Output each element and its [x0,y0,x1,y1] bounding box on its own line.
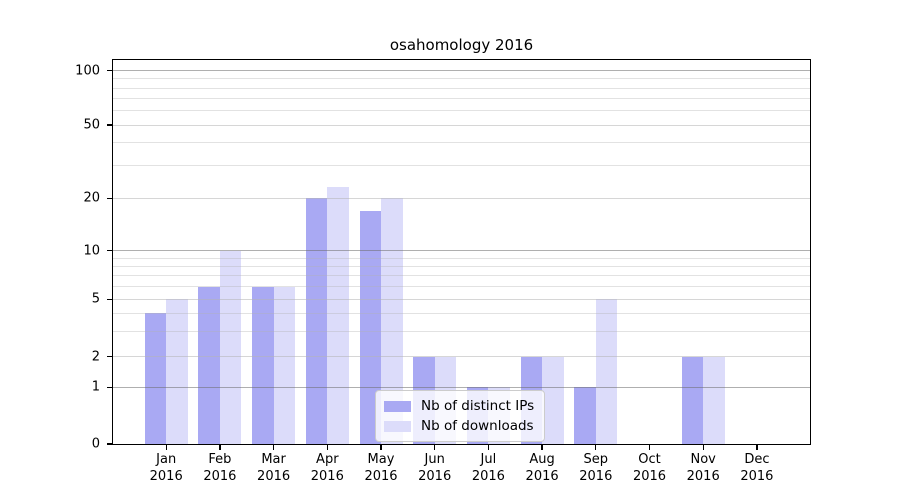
gridline-7 [113,275,810,277]
x-tick-mark-may [380,444,382,450]
x-tick-label-jun: Jun 2016 [405,452,465,485]
legend-swatch-downloads [384,420,411,432]
y-tick-mark-10 [107,250,113,252]
gridline-70 [113,98,810,100]
gridline-9 [113,257,810,259]
x-tick-mark-sep [595,444,597,450]
y-tick-mark-50 [107,124,113,126]
x-tick-mark-dec [756,444,758,450]
gridline-10 [113,250,810,252]
bar-nb-of-distinct-ips-may [359,210,381,444]
x-tick-label-aug: Aug 2016 [512,452,572,485]
gridline-4 [113,312,810,314]
gridline-100 [113,70,810,72]
x-tick-label-sep: Sep 2016 [566,452,626,485]
y-tick-label-100: 100 [75,63,100,79]
bar-nb-of-downloads-mar [273,286,296,444]
gridline-2 [113,356,810,358]
gridline-80 [113,87,810,89]
y-tick-label-1: 1 [91,379,100,395]
x-tick-label-mar: Mar 2016 [244,452,304,485]
bar-nb-of-distinct-ips-mar [252,286,274,444]
x-tick-label-nov: Nov 2016 [673,452,733,485]
x-tick-mark-jun [434,444,436,450]
legend-label-downloads: Nb of downloads [421,418,534,434]
x-tick-year-jan: 2016 [149,468,183,484]
gridline-50 [113,124,810,126]
x-tick-label-apr: Apr 2016 [297,452,357,485]
legend: Nb of distinct IPs Nb of downloads [375,390,546,442]
y-tick-mark-5 [107,298,113,300]
y-tick-label-50: 50 [83,117,100,133]
y-tick-mark-1 [107,386,113,388]
y-tick-label-10: 10 [83,243,100,259]
x-tick-mark-feb [219,444,221,450]
x-tick-year-mar: 2016 [257,468,291,484]
x-tick-label-may: May 2016 [351,452,411,485]
legend-swatch-distinct-ips [384,400,411,412]
gridlines-layer [113,60,810,444]
x-tick-year-sep: 2016 [579,468,613,484]
y-tick-label-20: 20 [83,190,100,206]
gridline-8 [113,265,810,267]
x-tick-mark-jan [165,444,167,450]
x-tick-year-aug: 2016 [525,468,559,484]
x-tick-year-jun: 2016 [418,468,452,484]
x-tick-label-dec: Dec 2016 [727,452,787,485]
bar-nb-of-distinct-ips-feb [198,286,220,444]
x-tick-year-may: 2016 [364,468,398,484]
legend-label-distinct-ips: Nb of distinct IPs [421,398,535,414]
gridline-90 [113,78,810,80]
bar-nb-of-distinct-ips-sep [574,387,596,444]
gridline-60 [113,110,810,112]
bar-nb-of-downloads-nov [703,356,725,444]
x-tick-mark-oct [648,444,651,450]
legend-row-downloads: Nb of downloads [384,418,534,434]
y-tick-mark-100 [107,70,113,72]
x-tick-mark-mar [272,444,275,450]
gridline-20 [113,197,810,199]
chart-title: osahomology 2016 [389,36,534,54]
plot-area [113,60,810,444]
gridline-1 [113,386,810,388]
gridline-30 [113,165,810,167]
x-tick-mark-apr [326,444,328,450]
bar-nb-of-downloads-may [381,198,403,444]
x-tick-label-jul: Jul 2016 [458,452,518,485]
gridline-40 [113,142,810,144]
bar-nb-of-downloads-sep [595,299,618,444]
bar-nb-of-downloads-apr [327,187,349,444]
x-tick-label-jan: Jan 2016 [136,452,196,485]
x-tick-mark-jul [487,444,490,450]
gridline-5 [113,298,810,300]
x-tick-mark-aug [541,444,543,450]
x-tick-year-apr: 2016 [310,468,344,484]
legend-row-distinct-ips: Nb of distinct IPs [384,398,534,414]
bar-nb-of-distinct-ips-jan [144,313,167,444]
x-tick-label-feb: Feb 2016 [190,452,250,485]
y-tick-mark-20 [107,197,113,199]
bar-nb-of-distinct-ips-nov [681,356,704,444]
y-tick-label-2: 2 [91,349,100,365]
x-tick-year-oct: 2016 [632,468,667,484]
y-tick-label-0: 0 [91,436,100,452]
x-tick-year-dec: 2016 [740,468,774,484]
bar-nb-of-downloads-aug [542,356,564,444]
bar-nb-of-downloads-jan [166,299,188,444]
gridline-6 [113,286,810,288]
y-tick-mark-2 [107,356,113,358]
x-tick-mark-nov [702,444,704,450]
x-tick-year-nov: 2016 [686,468,720,484]
x-tick-year-feb: 2016 [203,468,237,484]
x-tick-year-jul: 2016 [471,468,505,484]
bar-nb-of-distinct-ips-apr [305,198,328,444]
x-tick-label-oct: Oct 2016 [620,452,680,485]
gridline-3 [113,330,810,332]
y-tick-label-5: 5 [91,291,100,307]
y-tick-mark-0 [107,443,113,445]
